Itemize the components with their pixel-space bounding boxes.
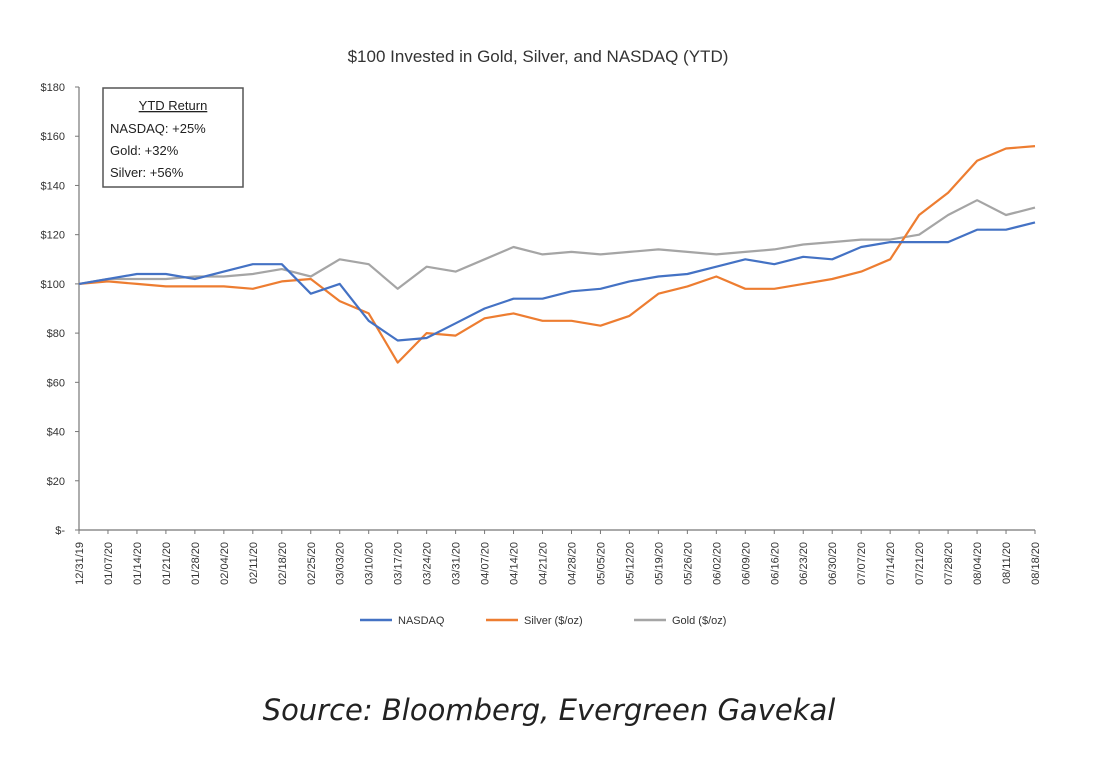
x-tick-label: 06/30/20 [827,542,839,585]
y-tick-label: $140 [41,180,65,192]
y-tick-label: $20 [47,476,65,488]
x-tick-label: 03/03/20 [335,542,347,585]
x-tick-label: 01/21/20 [161,542,173,585]
x-tick-label: 06/09/20 [740,542,752,585]
y-tick-label: $40 [47,427,65,439]
x-tick-label: 07/21/20 [914,542,926,585]
x-tick-label: 05/19/20 [653,542,665,585]
legend: NASDAQ Silver ($/oz) Gold ($/oz) [360,615,726,627]
y-tick-label: $60 [47,377,65,389]
x-tick-label: 07/07/20 [856,542,868,585]
x-tick-label: 05/12/20 [624,542,636,585]
series-line-nasdaq [78,221,1036,342]
x-tick-label: 01/28/20 [190,542,202,585]
annotation-line: Gold: +32% [110,143,179,158]
legend-label: Gold ($/oz) [672,615,726,627]
x-tick-label: 04/07/20 [480,542,492,585]
x-tick-label: 03/10/20 [364,542,376,585]
x-tick-label: 07/14/20 [885,542,897,585]
x-tick-label: 03/24/20 [422,542,434,585]
x-tick-label: 06/02/20 [711,542,723,585]
legend-label: NASDAQ [398,615,445,627]
series-lines [78,145,1036,364]
annotation-heading: YTD Return [139,98,208,113]
x-tick-label: 12/31/19 [74,542,86,585]
ytd-return-box: YTD Return NASDAQ: +25% Gold: +32% Silve… [102,87,244,188]
y-tick-label: $120 [41,230,65,242]
y-tick-label: $100 [41,279,65,291]
x-tick-label: 02/04/20 [219,542,231,585]
y-tick-label: $80 [47,328,65,340]
x-tick-label: 05/05/20 [595,542,607,585]
x-tick-label: 08/18/20 [1030,542,1042,585]
x-tick-label: 01/14/20 [132,542,144,585]
x-tick-label: 01/07/20 [103,542,115,585]
x-tick-label: 08/11/20 [1001,542,1013,584]
x-tick-label: 04/14/20 [509,542,521,585]
x-tick-label: 02/11/20 [248,542,260,584]
x-tick-label: 07/28/20 [943,542,955,585]
x-tick-label: 02/25/20 [306,542,318,585]
x-tick-label: 05/26/20 [682,542,694,585]
series-line-gold [78,199,1036,290]
source-caption: Source: Bloomberg, Evergreen Gavekal [262,693,836,727]
axes: $- $20 $40 $60 $80 $100 $120 $140 $160 $180 12/31/… [41,82,1042,585]
x-tick-label: 06/16/20 [769,542,781,585]
y-tick-label: $180 [41,82,65,94]
x-tick-label: 03/31/20 [451,542,463,585]
legend-label: Silver ($/oz) [524,615,583,627]
line-chart: $100 Invested in Gold, Silver, and NASDA… [41,47,1042,627]
x-tick-label: 04/21/20 [538,542,550,585]
annotation-line: Silver: +56% [110,165,184,180]
annotation-line: NASDAQ: +25% [110,121,206,136]
x-tick-label: 06/23/20 [798,542,810,585]
x-tick-label: 02/18/20 [277,542,289,585]
y-tick-label: $- [55,525,65,537]
x-tick-label: 03/17/20 [393,542,405,585]
x-tick-label: 04/28/20 [566,542,578,585]
series-line-silver [78,145,1036,364]
chart-title: $100 Invested in Gold, Silver, and NASDA… [348,47,729,66]
x-tick-label: 08/04/20 [972,542,984,585]
y-tick-label: $160 [41,131,65,143]
